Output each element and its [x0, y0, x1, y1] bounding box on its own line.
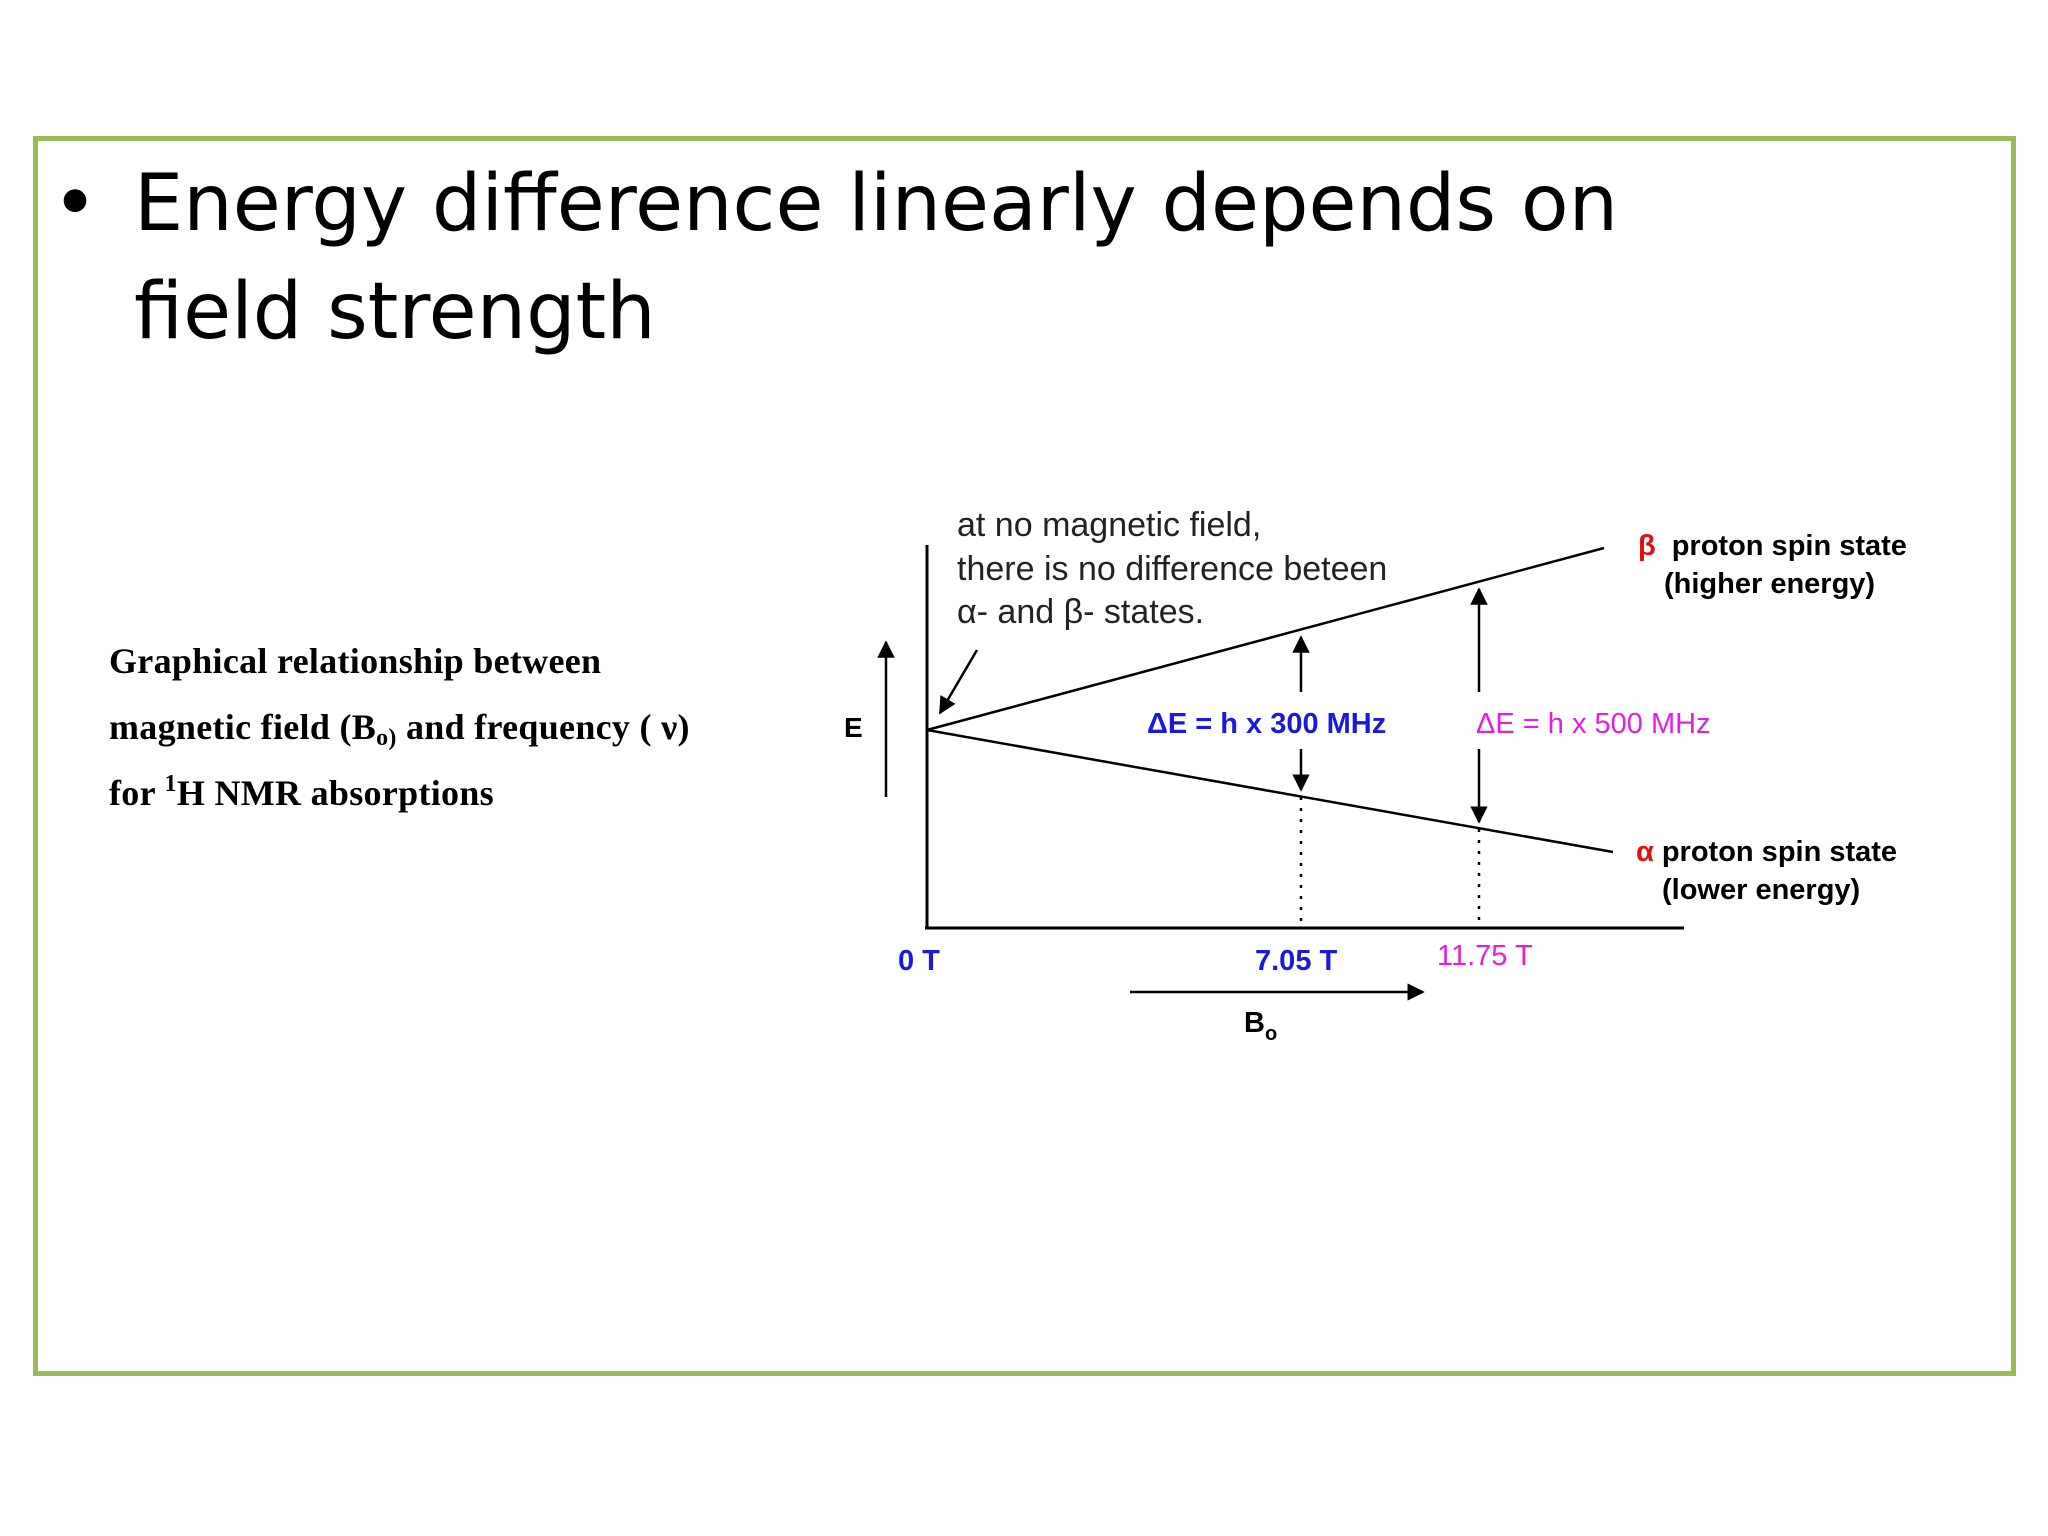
- alpha-symbol: α: [1636, 836, 1654, 868]
- caption-line-3: for 1H NMR absorptions: [109, 760, 829, 826]
- caption-superscript: 1: [164, 771, 177, 797]
- bullet-dot: •: [52, 159, 99, 249]
- beta-state-label: β proton spin state: [1638, 530, 1907, 562]
- caption-line-2-start: magnetic field (B: [109, 707, 377, 747]
- beta-symbol: β: [1638, 530, 1656, 562]
- caption-line-3-end: H NMR absorptions: [176, 773, 494, 813]
- origin-field-label: 0 T: [898, 945, 940, 977]
- caption-line-2-end: and frequency ( ν): [396, 707, 690, 747]
- caption-line-1: Graphical relationship between: [109, 641, 602, 681]
- beta-state-sublabel: (higher energy): [1664, 568, 1875, 600]
- annotation-arrow: [938, 649, 979, 715]
- annotation-line-1: at no magnetic field,: [957, 506, 1261, 544]
- caption-subscript: o): [376, 725, 397, 751]
- alpha-label-text: proton spin state: [1662, 836, 1897, 868]
- diagram-caption: Graphical relationship between magnetic …: [109, 628, 829, 826]
- gap-500-field-label: 11.75 T: [1437, 940, 1533, 972]
- alpha-state-line: [926, 728, 1614, 854]
- gap-300-label: ΔE = h x 300 MHz: [1147, 708, 1386, 740]
- y-axis-label: E: [844, 712, 863, 743]
- caption-line-3-start: for: [109, 773, 165, 813]
- caption-line-2: magnetic field (Bo) and frequency ( ν): [109, 694, 829, 760]
- beta-label-text: proton spin state: [1672, 530, 1907, 562]
- gap-300-field-label: 7.05 T: [1255, 945, 1337, 977]
- annotation-line-2: there is no difference beteen: [957, 550, 1387, 588]
- bullet-text: Energy difference linearly depends on fi…: [134, 159, 1619, 357]
- beta-state-line: [926, 546, 1605, 732]
- x-axis-label-sub: o: [1265, 1023, 1277, 1045]
- x-axis-label-main: B: [1244, 1007, 1265, 1039]
- slide-frame: [33, 136, 2016, 1376]
- alpha-state-sublabel: (lower energy): [1662, 874, 1860, 906]
- x-axis-label: Bo: [1244, 1007, 1277, 1045]
- gap-500-label: ΔE = h x 500 MHz: [1476, 708, 1711, 740]
- annotation-line-3: α- and β- states.: [957, 593, 1204, 631]
- alpha-state-label: α proton spin state: [1636, 836, 1897, 868]
